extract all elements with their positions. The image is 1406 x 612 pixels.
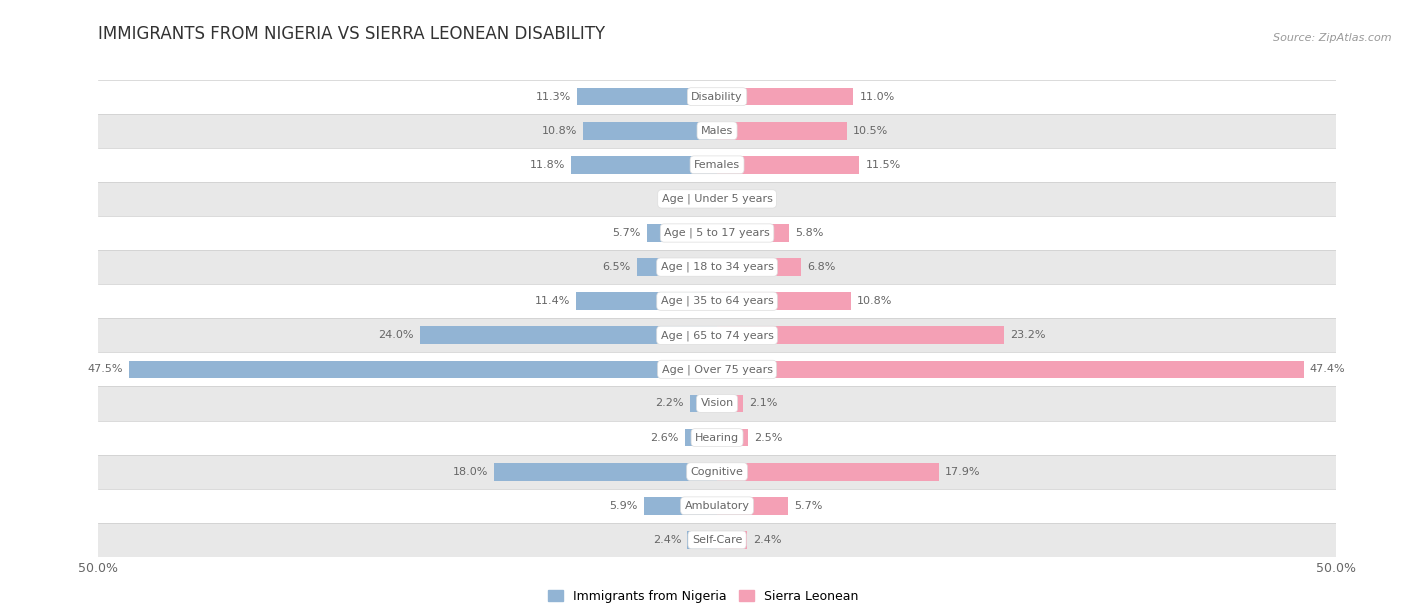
Text: Self-Care: Self-Care	[692, 535, 742, 545]
Text: Age | Over 75 years: Age | Over 75 years	[662, 364, 772, 375]
Text: 1.2%: 1.2%	[738, 194, 766, 204]
Text: 1.2%: 1.2%	[668, 194, 696, 204]
Bar	[717, 293, 851, 310]
Bar	[717, 531, 747, 549]
Bar	[717, 497, 787, 515]
Text: 5.7%: 5.7%	[794, 501, 823, 511]
Bar	[98, 489, 1336, 523]
Text: Cognitive: Cognitive	[690, 467, 744, 477]
Text: 2.1%: 2.1%	[749, 398, 778, 408]
Bar	[98, 114, 1336, 147]
Bar	[98, 455, 1336, 489]
Text: 11.8%: 11.8%	[530, 160, 565, 170]
Text: 24.0%: 24.0%	[378, 330, 413, 340]
Bar	[583, 122, 717, 140]
Text: 23.2%: 23.2%	[1011, 330, 1046, 340]
Bar	[717, 360, 1303, 378]
Text: 2.5%: 2.5%	[754, 433, 783, 442]
Bar	[98, 420, 1336, 455]
Text: Age | Under 5 years: Age | Under 5 years	[662, 193, 772, 204]
Bar	[644, 497, 717, 515]
Bar	[98, 250, 1336, 284]
Bar	[98, 386, 1336, 420]
Bar	[717, 258, 801, 276]
Bar	[495, 463, 717, 480]
Text: 11.5%: 11.5%	[866, 160, 901, 170]
Bar	[98, 147, 1336, 182]
Text: 6.8%: 6.8%	[807, 262, 835, 272]
Bar	[576, 293, 717, 310]
Text: 10.8%: 10.8%	[541, 125, 578, 136]
Bar	[98, 80, 1336, 114]
Text: Hearing: Hearing	[695, 433, 740, 442]
Bar	[702, 190, 717, 207]
Bar	[717, 463, 939, 480]
Text: Source: ZipAtlas.com: Source: ZipAtlas.com	[1274, 33, 1392, 43]
Bar	[98, 284, 1336, 318]
Text: 11.4%: 11.4%	[534, 296, 569, 306]
Text: 47.5%: 47.5%	[87, 364, 124, 375]
Text: 10.5%: 10.5%	[853, 125, 889, 136]
Text: 11.3%: 11.3%	[536, 92, 571, 102]
Text: 10.8%: 10.8%	[856, 296, 893, 306]
Bar	[717, 224, 789, 242]
Bar	[717, 122, 846, 140]
Bar	[637, 258, 717, 276]
Text: Ambulatory: Ambulatory	[685, 501, 749, 511]
Bar	[647, 224, 717, 242]
Bar	[98, 318, 1336, 353]
Bar	[98, 353, 1336, 386]
Bar	[685, 429, 717, 446]
Text: Age | 5 to 17 years: Age | 5 to 17 years	[664, 228, 770, 238]
Text: Age | 65 to 74 years: Age | 65 to 74 years	[661, 330, 773, 340]
Bar	[717, 326, 1004, 344]
Text: 18.0%: 18.0%	[453, 467, 488, 477]
Text: Males: Males	[702, 125, 733, 136]
Bar	[98, 182, 1336, 216]
Bar	[129, 360, 717, 378]
Bar	[420, 326, 717, 344]
Text: 5.9%: 5.9%	[609, 501, 638, 511]
Text: 5.8%: 5.8%	[794, 228, 824, 238]
Text: Vision: Vision	[700, 398, 734, 408]
Bar	[717, 156, 859, 174]
Text: 2.4%: 2.4%	[754, 535, 782, 545]
Text: Age | 18 to 34 years: Age | 18 to 34 years	[661, 262, 773, 272]
Bar	[688, 531, 717, 549]
Bar	[578, 88, 717, 105]
Text: 2.4%: 2.4%	[652, 535, 681, 545]
Bar	[717, 88, 853, 105]
Text: Females: Females	[695, 160, 740, 170]
Text: 6.5%: 6.5%	[602, 262, 630, 272]
Text: IMMIGRANTS FROM NIGERIA VS SIERRA LEONEAN DISABILITY: IMMIGRANTS FROM NIGERIA VS SIERRA LEONEA…	[98, 25, 606, 43]
Text: 47.4%: 47.4%	[1310, 364, 1346, 375]
Text: Age | 35 to 64 years: Age | 35 to 64 years	[661, 296, 773, 307]
Bar	[717, 395, 742, 412]
Bar	[717, 429, 748, 446]
Text: Disability: Disability	[692, 92, 742, 102]
Bar	[690, 395, 717, 412]
Bar	[98, 523, 1336, 557]
Text: 2.2%: 2.2%	[655, 398, 683, 408]
Legend: Immigrants from Nigeria, Sierra Leonean: Immigrants from Nigeria, Sierra Leonean	[548, 590, 858, 603]
Text: 11.0%: 11.0%	[859, 92, 894, 102]
Bar	[717, 190, 733, 207]
Text: 2.6%: 2.6%	[651, 433, 679, 442]
Bar	[98, 216, 1336, 250]
Text: 5.7%: 5.7%	[612, 228, 640, 238]
Bar	[571, 156, 717, 174]
Text: 17.9%: 17.9%	[945, 467, 980, 477]
